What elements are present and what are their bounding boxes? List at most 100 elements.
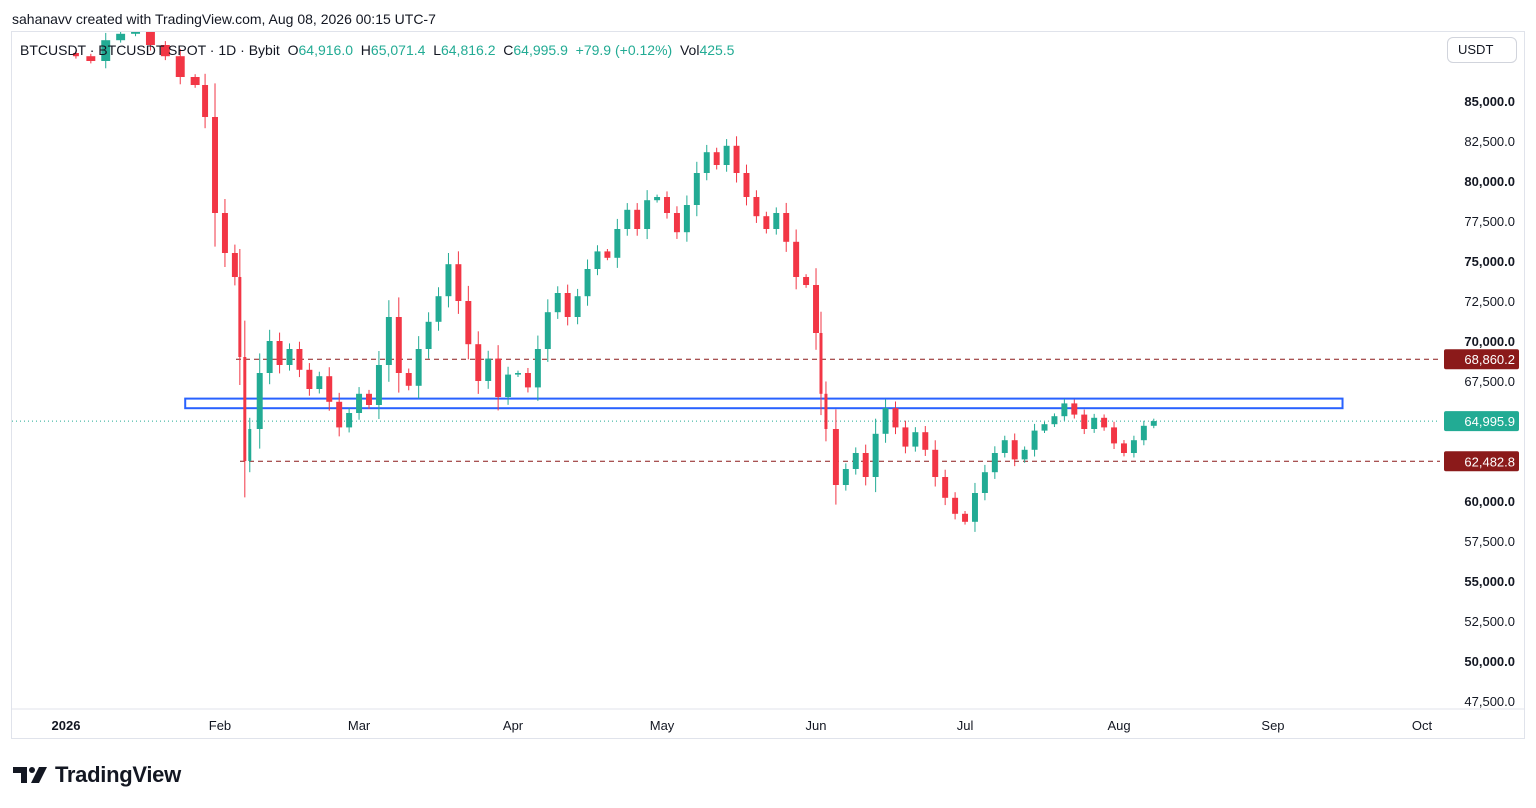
candle-body (116, 33, 126, 41)
candle-body (385, 317, 392, 365)
tradingview-logo-text: TradingView (55, 762, 181, 787)
candle-body (296, 349, 303, 370)
time-tick-label: Jun (806, 718, 827, 733)
candle-body (316, 376, 323, 389)
candle-body (753, 197, 760, 217)
candle-body (819, 333, 823, 394)
candle-body (495, 358, 502, 397)
price-tick-label: 55,000.0 (1464, 574, 1515, 589)
candle-body (991, 453, 998, 473)
candle-body (1091, 417, 1098, 429)
candle-body (733, 145, 740, 173)
candle-body (375, 365, 382, 405)
candle-body (248, 429, 252, 461)
candle-body (336, 401, 343, 428)
candle-body (175, 56, 185, 77)
candle-body (564, 293, 571, 317)
legend-symbol[interactable]: BTCUSDT · BTCUSDT SPOT · 1D · Bybit (20, 42, 280, 58)
last-price-label: 64,995.9 (1464, 414, 1515, 429)
support-price-label-bg (1444, 451, 1519, 472)
legend-low-value: 64,816.2 (440, 42, 496, 58)
candle-body (221, 213, 228, 253)
candle-body (465, 301, 472, 345)
tradingview-logo-icon (13, 767, 47, 783)
candle-body (693, 173, 700, 205)
candle-body (190, 77, 200, 85)
candle-body (505, 374, 512, 397)
currency-button[interactable]: USDT (1447, 37, 1517, 63)
price-axis: 47,500.0 50,000.0 52,500.0 55,000.0 57,500.0… (1464, 94, 1515, 709)
time-tick-label: Oct (1412, 718, 1433, 733)
price-tick-label: 85,000.0 (1464, 94, 1515, 109)
candle-body (683, 205, 690, 233)
candle-body (1011, 440, 1018, 460)
candle-body (72, 53, 79, 57)
candle-body (1130, 440, 1137, 453)
candle-body (942, 477, 949, 498)
candle-body (256, 373, 263, 429)
candle-body (952, 497, 959, 514)
candle-body (723, 145, 730, 165)
candle-body (604, 251, 611, 258)
legend-high-label: H (360, 42, 371, 58)
candle-body (783, 213, 790, 242)
candle-body (212, 117, 218, 213)
candle-body (574, 296, 581, 317)
candle-body (824, 393, 828, 429)
candle-body (554, 293, 561, 313)
candle-body (962, 513, 969, 522)
support-resistance-zone (184, 397, 1344, 410)
candle-body (243, 357, 247, 461)
candle-body (306, 369, 313, 389)
resistance-price-label-bg (1444, 349, 1519, 370)
candle-body (485, 358, 492, 381)
candle-body (405, 373, 412, 386)
candle-body (971, 493, 978, 522)
time-tick-label: Apr (503, 718, 524, 733)
candle-body (1061, 403, 1068, 417)
time-tick-label: Feb (209, 718, 231, 733)
candle-body (534, 349, 541, 388)
candle-body (1111, 427, 1118, 444)
candle-body (366, 393, 372, 405)
candle-body (743, 173, 750, 197)
candle-body (415, 349, 422, 386)
legend-open-label: O (287, 42, 299, 58)
levels-layer (12, 358, 1440, 462)
candle-body (872, 433, 879, 477)
candle-body (238, 277, 242, 357)
candle-body (932, 449, 939, 477)
time-tick-label: Aug (1107, 718, 1130, 733)
candle-body (813, 285, 820, 333)
candle-body (703, 152, 710, 173)
zone-layer (184, 397, 1344, 410)
candle-body (912, 432, 919, 447)
candle-body (515, 373, 521, 375)
legend-low-label: L (433, 42, 441, 58)
candle-body (524, 373, 531, 388)
candle-body (1101, 417, 1108, 428)
candle-body (832, 429, 839, 485)
resistance-price-label: 68,860.2 (1464, 352, 1515, 367)
price-tick-label: 57,500.0 (1464, 534, 1515, 549)
candle-body (131, 32, 141, 34)
candle-body (1150, 421, 1157, 426)
symbol-legend: BTCUSDT · BTCUSDT SPOT · 1D · Bybit O 64,… (20, 42, 734, 58)
candle-body (425, 321, 432, 349)
legend-close-value: 64,995.9 (513, 42, 568, 58)
candle-body (584, 269, 591, 297)
price-tick-label: 77,500.0 (1464, 214, 1515, 229)
price-tick-label: 80,000.0 (1464, 174, 1515, 189)
price-tick-label: 52,500.0 (1464, 614, 1515, 629)
candle-body (892, 408, 899, 428)
price-labels: 68,860.2 64,995.9 62,482.8 (1444, 349, 1519, 472)
candle-body (862, 453, 869, 477)
time-axis: 2026 Feb Mar Apr May Jun Jul Aug Sep Oct (12, 708, 1525, 733)
chart-frame (11, 31, 1525, 739)
candle-body (475, 344, 482, 381)
candle-body (202, 85, 209, 117)
candle-body (101, 40, 111, 61)
candle-body (435, 296, 442, 322)
price-tick-label: 60,000.0 (1464, 494, 1515, 509)
